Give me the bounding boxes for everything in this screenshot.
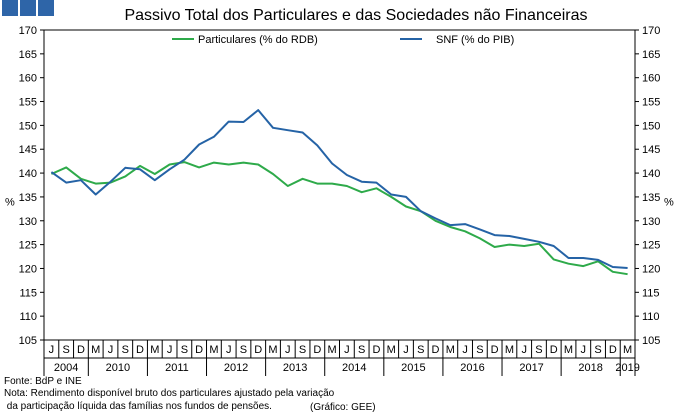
x-quarter-label: J <box>285 344 291 356</box>
x-quarter-label: D <box>372 344 380 356</box>
axes: 105 105 110 110 115 115 120 120 125 125 130 130 135 1… <box>5 25 674 376</box>
y-tick-label-left: 125 <box>19 240 37 252</box>
x-quarter-label: J <box>108 344 114 356</box>
x-quarter-label: M <box>623 344 632 356</box>
y-tick-label-left: 150 <box>19 120 37 132</box>
x-quarter-label: D <box>195 344 203 356</box>
y-tick-label-left: 135 <box>19 192 37 204</box>
x-quarter-label: M <box>387 344 396 356</box>
y-tick-label-left: 165 <box>19 49 37 61</box>
y-tick-label-left: 120 <box>19 263 37 275</box>
series-line-2 <box>50 109 628 269</box>
footer-credit: (Gráfico: GEE) <box>310 402 376 413</box>
chart-title: Passivo Total dos Particulares e das Soc… <box>124 7 587 24</box>
legend-label-2: SNF (% do PIB) <box>436 34 514 46</box>
x-quarter-label: D <box>609 344 617 356</box>
x-quarter-label: J <box>226 344 232 356</box>
x-quarter-label: D <box>550 344 558 356</box>
x-quarter-label: S <box>240 344 247 356</box>
y-tick-label-right: 130 <box>642 216 660 228</box>
y-tick-label-right: 150 <box>642 120 660 132</box>
x-quarter-label: D <box>136 344 144 356</box>
x-year-label: 2004 <box>54 362 78 374</box>
x-quarter-label: D <box>254 344 262 356</box>
x-quarter-label: M <box>328 344 337 356</box>
y-tick-label-right: 145 <box>642 144 660 156</box>
x-quarter-label: M <box>209 344 218 356</box>
x-quarter-label: J <box>167 344 173 356</box>
x-quarter-label: J <box>521 344 527 356</box>
x-quarter-label: S <box>417 344 424 356</box>
logo-square-2 <box>20 0 36 16</box>
x-year-label: 2018 <box>578 362 602 374</box>
x-quarter-label: J <box>581 344 587 356</box>
y-tick-label-right: 135 <box>642 192 660 204</box>
y-axis-label-right: % <box>664 197 674 209</box>
logo-square-3 <box>38 0 54 16</box>
footer-note-line1: Nota: Rendimento disponível bruto dos pa… <box>4 388 335 399</box>
y-tick-label-right: 160 <box>642 73 660 85</box>
y-tick-label-left: 105 <box>19 335 37 347</box>
x-quarter-label: D <box>432 344 440 356</box>
x-quarter-label: S <box>299 344 306 356</box>
y-tick-label-left: 145 <box>19 144 37 156</box>
y-tick-label-right: 140 <box>642 168 660 180</box>
x-year-label: 2014 <box>342 362 366 374</box>
y-tick-label-left: 160 <box>19 73 37 85</box>
x-quarter-label: S <box>358 344 365 356</box>
x-quarter-label: S <box>594 344 601 356</box>
footer-note-line2: da participação líquida das famílias nos… <box>4 401 272 412</box>
x-quarter-label: M <box>505 344 514 356</box>
x-quarter-label: S <box>122 344 129 356</box>
x-year-label: 2013 <box>283 362 307 374</box>
footer-source: Fonte: BdP e INE <box>4 376 82 387</box>
x-quarter-label: J <box>344 344 350 356</box>
x-quarter-label: S <box>62 344 69 356</box>
x-quarter-label: J <box>403 344 409 356</box>
x-quarter-label: S <box>181 344 188 356</box>
y-axis-label-left: % <box>5 197 15 209</box>
x-quarter-label: M <box>446 344 455 356</box>
y-tick-label-right: 105 <box>642 335 660 347</box>
x-quarter-label: D <box>491 344 499 356</box>
x-quarter-label: M <box>91 344 100 356</box>
x-year-label: 2012 <box>224 362 248 374</box>
y-tick-label-left: 155 <box>19 97 37 109</box>
logo-square-1 <box>2 0 18 16</box>
series-line-1 <box>50 161 628 276</box>
y-tick-label-left: 140 <box>19 168 37 180</box>
plot-area <box>50 109 628 276</box>
x-quarter-label: S <box>476 344 483 356</box>
x-year-label: 2019 <box>615 362 639 374</box>
x-quarter-label: S <box>535 344 542 356</box>
y-tick-label-right: 155 <box>642 97 660 109</box>
x-year-label: 2016 <box>460 362 484 374</box>
x-quarter-label: D <box>77 344 85 356</box>
x-year-label: 2015 <box>401 362 425 374</box>
x-year-label: 2017 <box>519 362 543 374</box>
y-tick-label-right: 110 <box>642 311 660 323</box>
y-tick-label-right: 120 <box>642 263 660 275</box>
legend-label-1: Particulares (% do RDB) <box>198 34 318 46</box>
x-year-label: 2011 <box>165 362 189 374</box>
y-tick-label-right: 125 <box>642 240 660 252</box>
x-quarter-label: M <box>564 344 573 356</box>
y-tick-label-right: 115 <box>642 287 660 299</box>
x-quarter-label: M <box>268 344 277 356</box>
legend: Particulares (% do RDB) SNF (% do PIB) <box>172 34 514 46</box>
y-tick-label-left: 110 <box>19 311 37 323</box>
y-tick-label-left: 115 <box>19 287 37 299</box>
y-tick-label-right: 165 <box>642 49 660 61</box>
y-tick-label-left: 130 <box>19 216 37 228</box>
x-quarter-label: D <box>313 344 321 356</box>
y-tick-label-left: 170 <box>19 25 37 37</box>
x-year-label: 2010 <box>106 362 130 374</box>
x-quarter-label: M <box>150 344 159 356</box>
x-quarter-label: J <box>49 344 55 356</box>
x-quarter-label: J <box>462 344 468 356</box>
y-tick-label-right: 170 <box>642 25 660 37</box>
chart: Passivo Total dos Particulares e das Soc… <box>5 7 674 376</box>
